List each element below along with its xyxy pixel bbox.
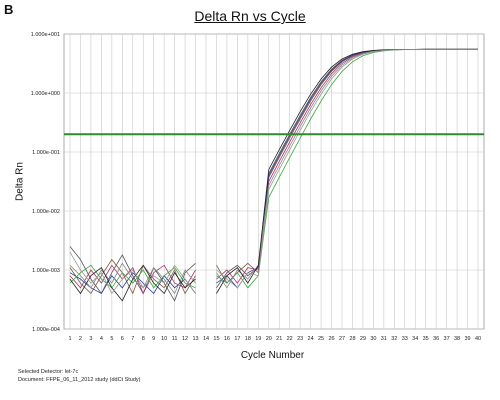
x-tick-label: 13: [192, 336, 198, 342]
x-tick-label: 30: [370, 336, 376, 342]
x-tick-label: 11: [172, 336, 178, 342]
x-tick-label: 36: [433, 336, 439, 342]
x-tick-label: 39: [464, 336, 470, 342]
x-tick-label: 40: [475, 336, 481, 342]
y-tick-label: 1.000e-004: [32, 327, 60, 333]
x-tick-label: 38: [454, 336, 460, 342]
x-tick-label: 23: [297, 336, 303, 342]
x-tick-label: 28: [349, 336, 355, 342]
x-tick-label: 10: [161, 336, 167, 342]
footer-document: Document: FFPE_06_11_2012 study (ddCt St…: [18, 377, 141, 383]
x-tick-label: 12: [182, 336, 188, 342]
x-tick-label: 17: [234, 336, 240, 342]
x-tick-label: 4: [100, 336, 103, 342]
x-tick-label: 14: [203, 336, 209, 342]
series-group: [69, 48, 478, 302]
y-tick-label: 1.000e-002: [32, 209, 60, 215]
panel-letter: B: [4, 2, 14, 17]
tick-labels: 1 2 3 4 5 6 7 8 9 10 11 12 13 14 15 16 17 18 19 20 21 22 23 24 2…: [31, 32, 481, 342]
x-tick-label: 6: [121, 336, 124, 342]
x-tick-label: 22: [287, 336, 293, 342]
x-tick-label: 24: [308, 336, 314, 342]
y-tick-label: 1.000e+001: [31, 32, 60, 38]
x-tick-label: 27: [339, 336, 345, 342]
x-tick-label: 7: [131, 336, 134, 342]
amplification-curve: [69, 48, 478, 295]
x-tick-label: 35: [423, 336, 429, 342]
x-tick-label: 2: [79, 336, 82, 342]
x-tick-label: 31: [381, 336, 387, 342]
y-tick-label: 1.000e-001: [32, 150, 60, 156]
x-tick-label: 37: [444, 336, 450, 342]
y-tick-label: 1.000e-003: [32, 268, 60, 274]
x-tick-label: 29: [360, 336, 366, 342]
x-tick-label: 5: [110, 336, 113, 342]
footer-detector: Selected Detector: let-7c: [18, 369, 79, 375]
x-tick-label: 26: [328, 336, 334, 342]
x-tick-label: 21: [276, 336, 282, 342]
chart-title: Delta Rn vs Cycle: [194, 8, 306, 24]
x-axis-label: Cycle Number: [240, 350, 305, 361]
x-tick-label: 3: [89, 336, 92, 342]
x-tick-label: 16: [224, 336, 230, 342]
x-tick-label: 33: [402, 336, 408, 342]
y-tick-label: 1.000e+000: [31, 91, 60, 97]
x-tick-label: 15: [213, 336, 219, 342]
grid: [64, 33, 484, 330]
x-tick-label: 32: [391, 336, 397, 342]
x-tick-label: 18: [245, 336, 251, 342]
plot-frame: [63, 33, 485, 330]
x-tick-label: 19: [255, 336, 261, 342]
x-tick-label: 8: [142, 336, 145, 342]
x-tick-label: 34: [412, 336, 418, 342]
x-tick-label: 9: [152, 336, 155, 342]
x-tick-label: 1: [68, 336, 71, 342]
x-tick-label: 25: [318, 336, 324, 342]
x-tick-label: 20: [266, 336, 272, 342]
